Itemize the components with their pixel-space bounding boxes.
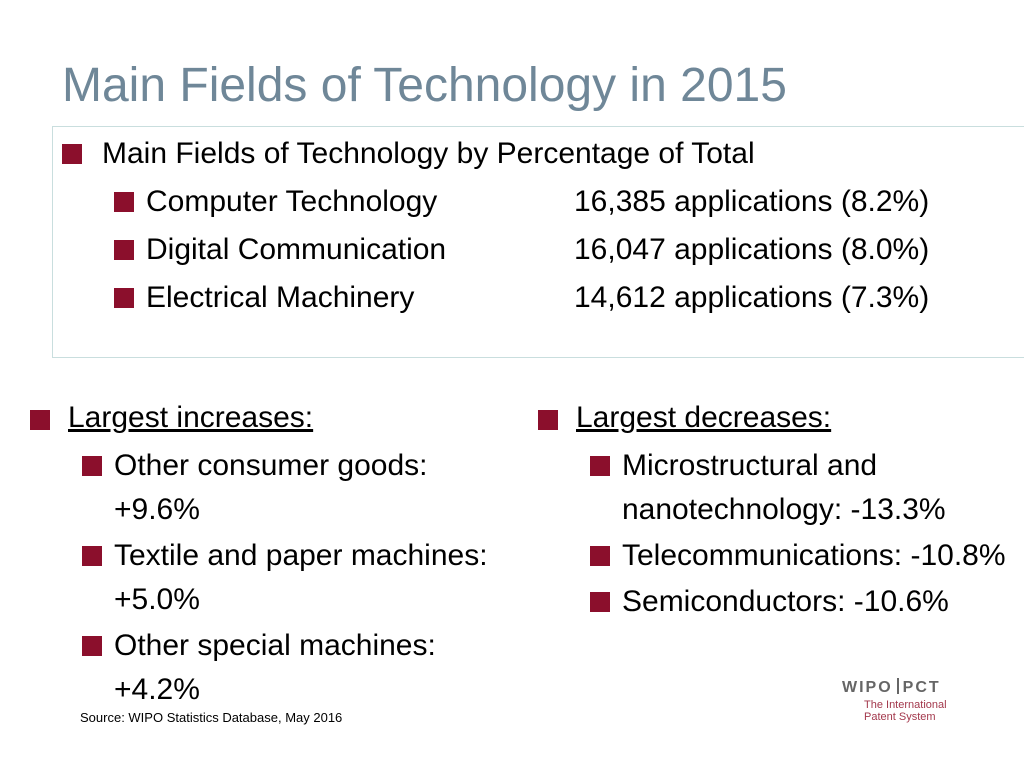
decrease-item-text: Semiconductors: -10.6% (622, 585, 949, 618)
decrease-item: Microstructural and nanotechnology: -13.… (538, 444, 1018, 532)
increase-item-text: Other consumer goods: +9.6% (114, 449, 428, 526)
increases-column: Largest increases: Other consumer goods:… (30, 398, 500, 712)
slide-title: Main Fields of Technology in 2015 (62, 59, 787, 112)
decrease-item-text: Microstructural and nanotechnology: -13.… (622, 449, 946, 526)
decreases-column: Largest decreases: Microstructural and n… (538, 398, 1018, 624)
summary-item-value: 16,385 applications (8.2%) (574, 185, 930, 218)
square-bullet-icon (82, 636, 102, 656)
source-note: Source: WIPO Statistics Database, May 20… (80, 710, 343, 725)
increase-item: Other special machines: +4.2% (30, 624, 500, 712)
decrease-item: Semiconductors: -10.6% (538, 580, 1018, 624)
summary-item-value: 16,047 applications (8.0%) (574, 233, 930, 266)
square-bullet-icon (62, 144, 82, 164)
logo-tagline: The International Patent System (842, 699, 992, 723)
square-bullet-icon (82, 546, 102, 566)
square-bullet-icon (114, 240, 134, 260)
logo-separator (896, 678, 899, 694)
square-bullet-icon (538, 410, 558, 430)
wipo-pct-logo: WIPO PCT The International Patent System (842, 678, 992, 728)
logo-tagline-line-1: The International (864, 699, 947, 711)
increase-item: Other consumer goods: +9.6% (30, 444, 500, 532)
summary-box (52, 126, 1024, 358)
decreases-heading: Largest decreases: (538, 398, 1018, 442)
increase-item: Textile and paper machines: +5.0% (30, 534, 500, 622)
decreases-heading-text: Largest decreases: (576, 401, 832, 434)
summary-item-name: Computer Technology (146, 185, 438, 218)
increase-item-text: Textile and paper machines: +5.0% (114, 539, 488, 616)
increases-heading: Largest increases: (30, 398, 500, 442)
decrease-item-text: Telecommunications: -10.8% (622, 539, 1006, 572)
summary-item-name: Electrical Machinery (146, 281, 415, 314)
increase-item-text: Other special machines: +4.2% (114, 629, 436, 706)
square-bullet-icon (30, 410, 50, 430)
square-bullet-icon (114, 288, 134, 308)
logo-tagline-line-2: Patent System (864, 711, 936, 723)
logo-left-text: WIPO (842, 679, 893, 696)
square-bullet-icon (114, 192, 134, 212)
square-bullet-icon (590, 456, 610, 476)
square-bullet-icon (82, 456, 102, 476)
increases-heading-text: Largest increases: (68, 401, 314, 434)
summary-heading-text: Main Fields of Technology by Percentage … (102, 137, 755, 170)
logo-brand: WIPO PCT (842, 678, 992, 697)
square-bullet-icon (590, 592, 610, 612)
decrease-item: Telecommunications: -10.8% (538, 534, 1018, 578)
square-bullet-icon (590, 546, 610, 566)
logo-right-text: PCT (902, 679, 941, 696)
summary-item-name: Digital Communication (146, 233, 447, 266)
summary-item-value: 14,612 applications (7.3%) (574, 281, 930, 314)
